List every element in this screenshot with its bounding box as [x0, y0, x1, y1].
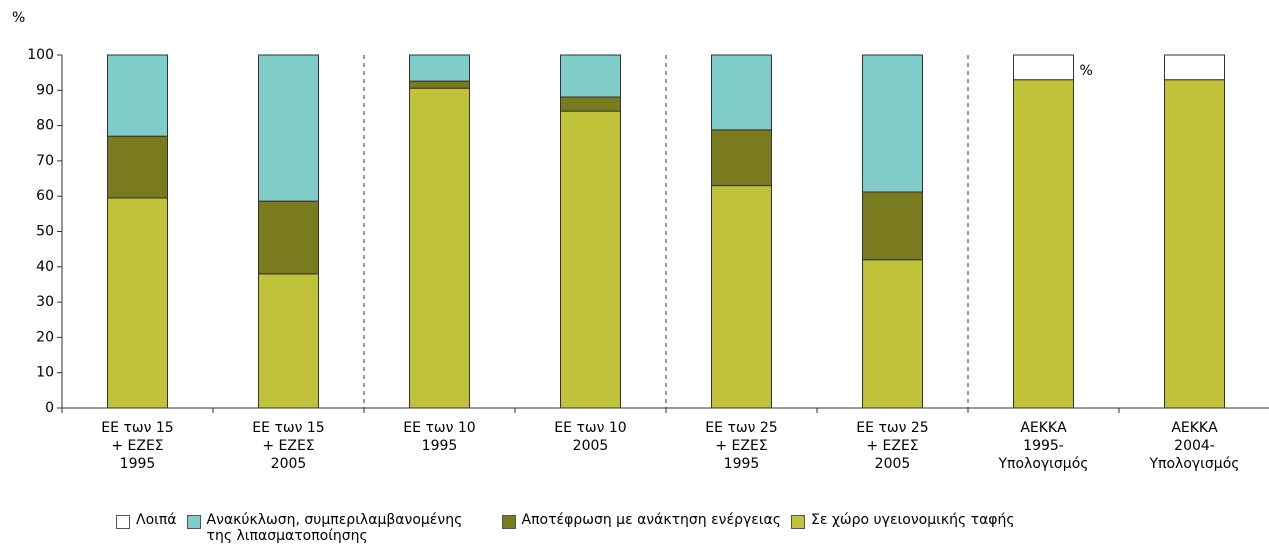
x-tick-label-line: ΕΕ των 25 [856, 420, 928, 436]
x-tick-label-line: + ΕΖΕΣ [866, 438, 918, 454]
y-tick-label: 20 [36, 329, 54, 345]
legend: Λοιπά Ανακύκλωση, συμπεριλαμβανομένης της… [116, 512, 1015, 544]
x-tick-label-line: 1995 [422, 438, 458, 454]
legend-item: Ανακύκλωση, συμπεριλαμβανομένης της λιπα… [186, 512, 492, 544]
bar-segment [107, 135, 168, 199]
legend-swatch [186, 515, 201, 529]
y-axis-label: % [12, 10, 25, 26]
y-tick-label: 70 [36, 153, 54, 169]
x-tick-label-line: 2005 [271, 456, 307, 472]
bar-segment [1164, 54, 1225, 81]
legend-swatch [790, 515, 805, 529]
bar-segment [560, 54, 621, 98]
x-tick-label: ΕΕ των 10 2005 [554, 420, 626, 454]
x-tick-label-line: 1995 [120, 456, 156, 472]
bar-segment [107, 54, 168, 137]
y-tick-label: 60 [36, 188, 54, 204]
bar-segment [1164, 79, 1225, 409]
bar-segment [862, 259, 923, 409]
x-tick-label-line: 1995 [724, 456, 760, 472]
x-tick-label: ΕΕ των 25 + ΕΖΕΣ 2005 [856, 420, 928, 472]
x-tick-label-line: + ΕΖΕΣ [262, 438, 314, 454]
x-tick-label: ΕΕ των 10 1995 [403, 420, 475, 454]
bar-segment [258, 273, 319, 409]
x-tick-label-line: ΕΕ των 15 [252, 420, 324, 436]
bar-segment [258, 54, 319, 202]
bar-segment [409, 87, 470, 409]
y-tick-label: 100 [27, 47, 54, 63]
x-tick-label-line: ΕΕ των 25 [705, 420, 777, 436]
bar-segment [107, 197, 168, 409]
x-tick-label-line: ΕΕ των 15 [101, 420, 173, 436]
x-tick-label: ΑΕΚΚΑ 2004- Υπολογισμός [1149, 420, 1240, 472]
group-dividers [363, 55, 969, 408]
legend-label: Αποτέφρωση με ανάκτηση ενέργειας [521, 512, 781, 528]
x-tick-label-line: 2004- [1174, 438, 1215, 454]
legend-label: Ανακύκλωση, συμπεριλαμβανομένης της λιπα… [206, 512, 463, 544]
bar-segment [409, 54, 470, 82]
x-tick-label-line: 2005 [573, 438, 609, 454]
y-tick-label: 30 [36, 294, 54, 310]
x-tick-label-line: Υπολογισμός [998, 456, 1089, 472]
bar-segment [711, 54, 772, 131]
x-tick-label-line: ΕΕ των 10 [403, 420, 475, 436]
legend-item: Λοιπά [116, 512, 177, 529]
bar-segment [409, 80, 470, 89]
y-tick-label: 50 [36, 224, 54, 240]
x-tick-label: ΕΕ των 25 + ΕΖΕΣ 1995 [705, 420, 777, 472]
legend-swatch [116, 515, 130, 529]
bar-segment [711, 129, 772, 187]
bar-segment [560, 96, 621, 112]
legend-item: Σε χώρο υγειονομικής ταφής [790, 512, 1015, 529]
x-tick-label-line: 1995- [1023, 438, 1064, 454]
y-tick-label: 40 [36, 259, 54, 275]
x-tick-label-line: 2005 [875, 456, 911, 472]
x-tick-label-line: + ΕΖΕΣ [111, 438, 163, 454]
bar-segment [258, 200, 319, 275]
bar-segment [862, 54, 923, 193]
x-tick-label-line: ΕΕ των 10 [554, 420, 626, 436]
x-tick-label-line: ΑΕΚΚΑ [1171, 420, 1218, 436]
x-tick-label: ΑΕΚΚΑ 1995- Υπολογισμός [998, 420, 1089, 472]
bar-segment [1013, 54, 1074, 81]
bar-segment [711, 185, 772, 409]
y-tick-label: 80 [36, 118, 54, 134]
y-tick-label: 0 [45, 400, 54, 416]
legend-label: Λοιπά [136, 512, 177, 528]
x-tick-label: ΕΕ των 15 + ΕΖΕΣ 2005 [252, 420, 324, 472]
x-tick-label-line: + ΕΖΕΣ [715, 438, 767, 454]
bar-segment [862, 191, 923, 261]
legend-label: Σε χώρο υγειονομικής ταφής [810, 512, 1015, 528]
bar-segment [560, 110, 621, 409]
bar-segment [1013, 79, 1074, 409]
legend-item: Αποτέφρωση με ανάκτηση ενέργειας [501, 512, 781, 529]
y-tick-label: 10 [36, 365, 54, 381]
x-tick-label: ΕΕ των 15 + ΕΖΕΣ 1995 [101, 420, 173, 472]
x-tick-label-line: ΑΕΚΚΑ [1020, 420, 1067, 436]
x-tick-label-line: Υπολογισμός [1149, 456, 1240, 472]
y-tick-label: 90 [36, 82, 54, 98]
legend-swatch [501, 515, 516, 529]
